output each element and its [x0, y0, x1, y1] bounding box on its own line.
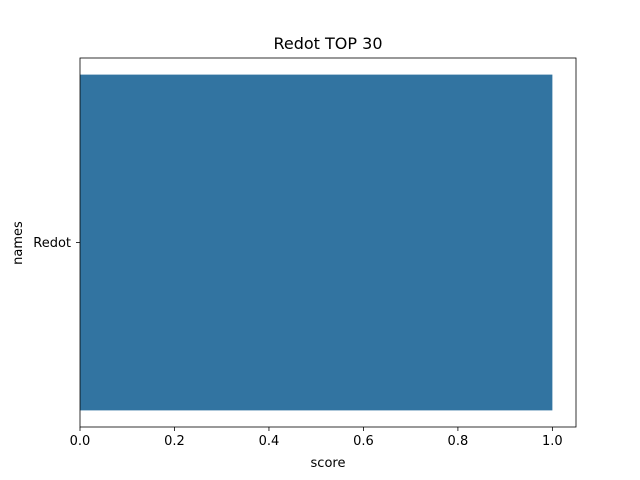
- y-ticks: Redot: [33, 236, 80, 251]
- x-axis-label: score: [311, 456, 346, 471]
- bars-group: [80, 74, 553, 411]
- chart-title: Redot TOP 30: [273, 34, 382, 53]
- x-tick-label: 0.0: [70, 434, 91, 449]
- y-tick-label: Redot: [33, 236, 71, 251]
- x-tick-label: 0.4: [259, 434, 280, 449]
- x-ticks: 0.0 0.2 0.4 0.6 0.8 1.0: [70, 427, 563, 449]
- x-tick-label: 0.2: [164, 434, 185, 449]
- x-tick-label: 0.6: [353, 434, 374, 449]
- bar-redot: [80, 74, 553, 411]
- x-tick-label: 1.0: [542, 434, 563, 449]
- y-axis-label: names: [11, 221, 26, 265]
- x-tick-label: 0.8: [448, 434, 469, 449]
